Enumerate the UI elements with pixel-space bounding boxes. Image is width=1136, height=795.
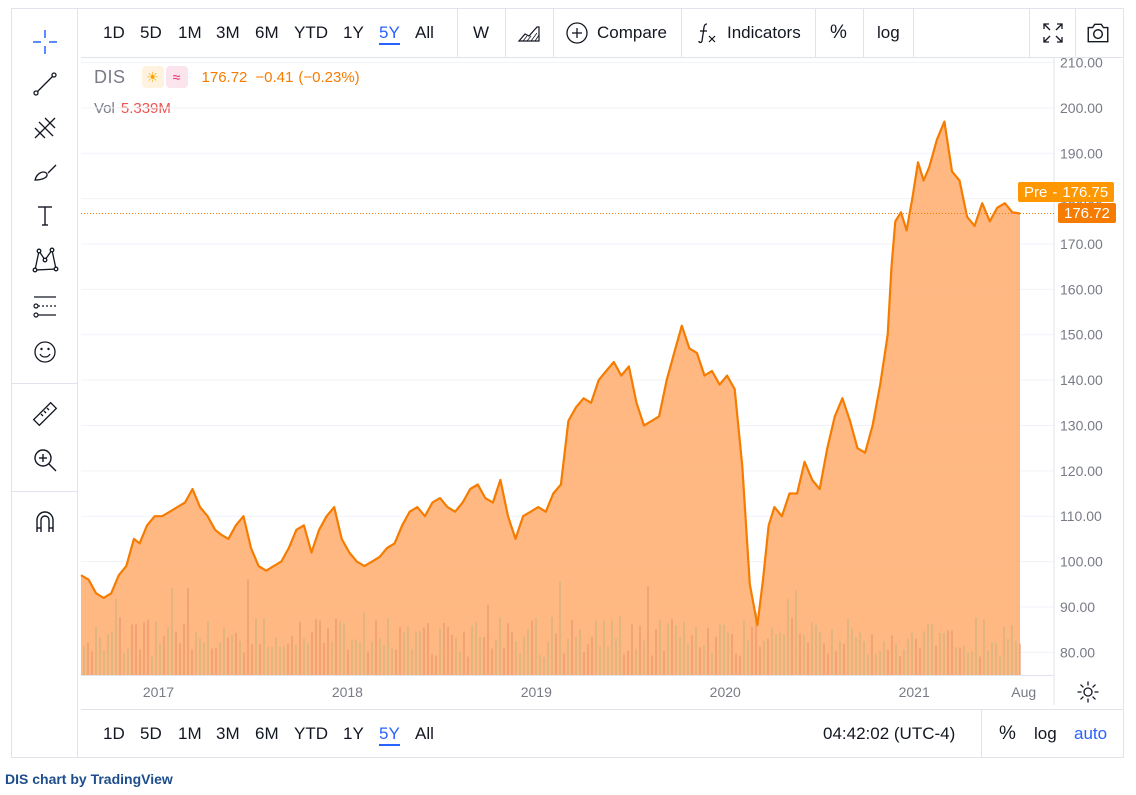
zoom-in-icon bbox=[34, 449, 57, 472]
emoji-tool[interactable] bbox=[28, 337, 62, 367]
zoom-tool[interactable] bbox=[28, 445, 62, 475]
magnet-tool[interactable] bbox=[28, 507, 62, 537]
interval-button[interactable]: W bbox=[473, 23, 490, 42]
toolbar-divider bbox=[1029, 9, 1030, 57]
toolbar-divider bbox=[815, 9, 816, 57]
range-1y[interactable]: 1Y bbox=[343, 23, 364, 42]
pre-market-label: Pre bbox=[1024, 183, 1048, 201]
fib-tool[interactable] bbox=[28, 113, 62, 143]
area-chart-icon bbox=[517, 26, 540, 42]
forecast-icon bbox=[33, 296, 56, 318]
range-1m[interactable]: 1M bbox=[178, 724, 202, 743]
tag-separator: - bbox=[1052, 183, 1058, 201]
toolbar-divider bbox=[553, 9, 554, 57]
range-5d[interactable]: 5D bbox=[140, 724, 162, 743]
log-toggle[interactable]: log bbox=[1034, 724, 1057, 743]
brush-icon bbox=[34, 164, 57, 181]
change-percent: (−0.23%) bbox=[298, 68, 360, 86]
text-icon bbox=[38, 206, 52, 226]
symbol-label[interactable]: DIS bbox=[94, 66, 126, 87]
range-3m[interactable]: 3M bbox=[216, 724, 240, 743]
toolbar-divider bbox=[863, 9, 864, 57]
ruler-tool[interactable] bbox=[28, 399, 62, 429]
chart-frame bbox=[11, 8, 1124, 758]
text-tool[interactable] bbox=[28, 201, 62, 231]
volume-value: 5.339M bbox=[120, 100, 171, 117]
fullscreen-icon bbox=[1043, 23, 1063, 43]
percent-button[interactable]: % bbox=[830, 22, 847, 43]
range-5y[interactable]: 5Y bbox=[379, 9, 400, 57]
toolbar-divider bbox=[913, 9, 914, 57]
pre-market-tag: Pre - 176.75 bbox=[1018, 182, 1115, 202]
toolbar-divider bbox=[12, 383, 77, 384]
function-icon bbox=[698, 23, 716, 44]
range-ytd[interactable]: YTD bbox=[294, 23, 328, 42]
toolbar-divider bbox=[1075, 9, 1076, 57]
brush-tool[interactable] bbox=[28, 157, 62, 187]
attribution-link[interactable]: DIS chart by TradingView bbox=[5, 771, 173, 787]
snapshot-button[interactable] bbox=[1085, 9, 1111, 57]
range-all[interactable]: All bbox=[415, 724, 434, 743]
indicators-label: Indicators bbox=[727, 23, 801, 42]
range-1d[interactable]: 1D bbox=[103, 23, 125, 42]
range-ytd[interactable]: YTD bbox=[294, 724, 328, 743]
toolbar-divider bbox=[681, 9, 682, 57]
emoji-icon bbox=[34, 341, 56, 363]
range-all[interactable]: All bbox=[415, 23, 434, 42]
range-6m[interactable]: 6M bbox=[255, 724, 279, 743]
ruler-icon bbox=[32, 401, 58, 427]
drawing-toolbar bbox=[12, 9, 78, 757]
magnet-icon bbox=[36, 511, 54, 532]
trend-line-tool[interactable] bbox=[28, 69, 62, 99]
compare-label: Compare bbox=[597, 23, 667, 42]
toolbar-divider bbox=[457, 9, 458, 57]
compare-button[interactable]: Compare bbox=[565, 9, 667, 57]
data-approx-icon: ≈ bbox=[165, 66, 188, 88]
range-3m[interactable]: 3M bbox=[216, 23, 240, 42]
chart-style-button[interactable] bbox=[517, 9, 541, 57]
price-value: 176.72 bbox=[201, 68, 248, 86]
change-value: −0.41 bbox=[255, 68, 294, 86]
toolbar-divider bbox=[981, 710, 982, 758]
range-5d[interactable]: 5D bbox=[140, 23, 162, 42]
toolbar-divider bbox=[12, 491, 77, 492]
range-1m[interactable]: 1M bbox=[178, 23, 202, 42]
fib-icon bbox=[34, 117, 56, 139]
settings-button[interactable] bbox=[1076, 680, 1102, 706]
chart-legend: DIS ☀ ≈ 176.72 −0.41 (−0.23%) bbox=[94, 66, 360, 88]
crosshair-icon bbox=[33, 30, 57, 54]
indicators-button[interactable]: Indicators bbox=[695, 9, 801, 57]
clock-display[interactable]: 04:42:02 (UTC-4) bbox=[823, 724, 956, 743]
trend-line-icon bbox=[33, 72, 57, 96]
pattern-icon bbox=[32, 247, 59, 273]
percent-toggle[interactable]: % bbox=[999, 723, 1016, 744]
crosshair-tool[interactable] bbox=[28, 27, 62, 57]
session-icon: ☀ bbox=[141, 66, 164, 88]
range-5y[interactable]: 5Y bbox=[379, 710, 400, 758]
range-6m[interactable]: 6M bbox=[255, 23, 279, 42]
gear-icon bbox=[1077, 681, 1099, 703]
forecast-tool[interactable] bbox=[28, 291, 62, 321]
fullscreen-button[interactable] bbox=[1041, 9, 1065, 57]
bottom-toolbar: 1D 5D 1M 3M 6M YTD 1Y 5Y All 04:42:02 (U… bbox=[81, 709, 1123, 758]
volume-label: Vol bbox=[94, 100, 115, 117]
range-1d[interactable]: 1D bbox=[103, 724, 125, 743]
volume-legend: Vol 5.339M bbox=[94, 100, 171, 117]
pre-market-value: 176.75 bbox=[1062, 183, 1109, 201]
plus-circle-icon bbox=[566, 22, 588, 44]
toolbar-divider bbox=[505, 9, 506, 57]
auto-toggle[interactable]: auto bbox=[1074, 724, 1108, 743]
range-1y[interactable]: 1Y bbox=[343, 724, 364, 743]
camera-icon bbox=[1087, 23, 1109, 43]
top-toolbar: 1D 5D 1M 3M 6M YTD 1Y 5Y All W Compare I… bbox=[81, 9, 1123, 58]
log-button[interactable]: log bbox=[877, 23, 900, 42]
last-price-tag: 176.72 bbox=[1058, 203, 1116, 223]
pattern-tool[interactable] bbox=[28, 245, 62, 275]
